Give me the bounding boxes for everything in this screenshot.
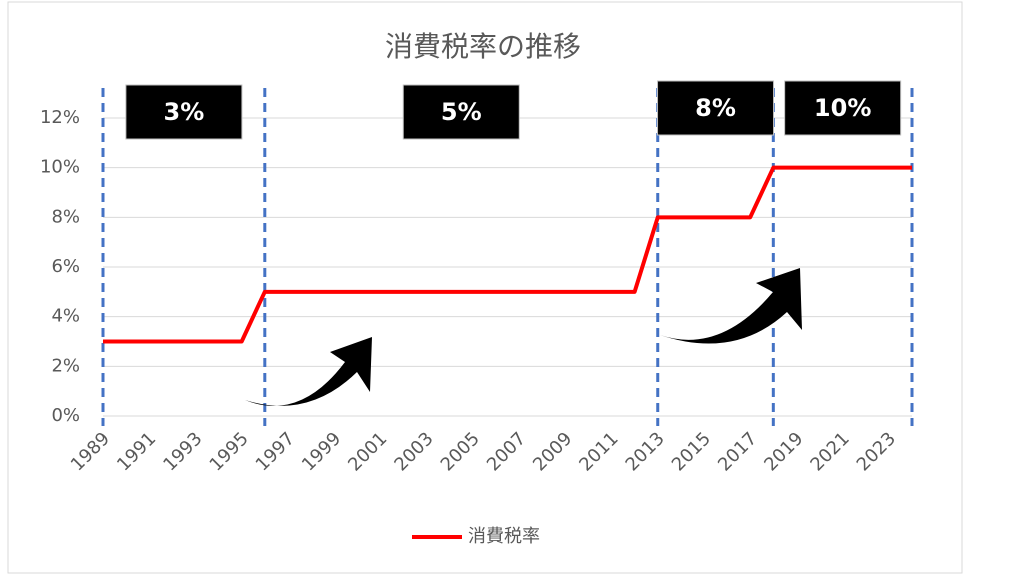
annotation-box [125,84,243,140]
legend-label: 消費税率 [468,526,540,547]
y-tick-label: 2% [51,355,80,376]
annotation-box [402,84,520,140]
annotation-text: 3% [164,98,205,126]
annotation-text: 10% [814,94,871,122]
y-tick-label: 4% [51,306,80,327]
annotation-box [784,80,902,136]
annotation-text: 5% [441,98,482,126]
chart-title: 消費税率の推移 [385,30,581,63]
arrow [660,268,802,344]
arrow [245,337,372,406]
y-tick-label: 12% [40,107,80,128]
y-tick-label: 0% [51,405,80,426]
annotation-box [657,80,775,136]
y-tick-label: 6% [51,256,80,277]
annotation-text: 8% [695,94,736,122]
line-series [103,165,912,344]
y-tick-label: 10% [40,157,80,178]
y-tick-label: 8% [51,206,80,227]
